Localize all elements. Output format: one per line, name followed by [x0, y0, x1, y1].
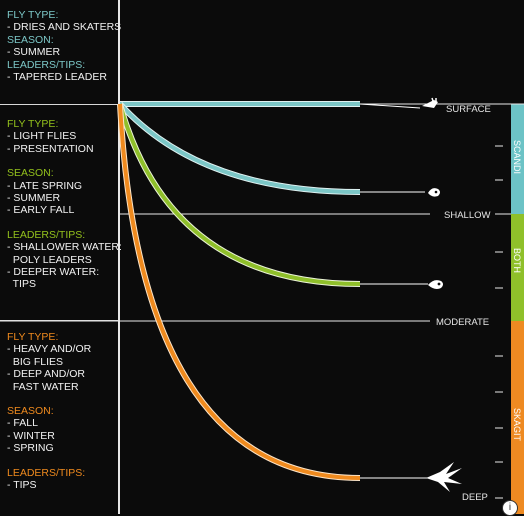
both-band-label: BOTH: [512, 248, 522, 273]
section-heading: SEASON:: [7, 405, 54, 418]
section-item: BIG FLIES: [7, 355, 64, 368]
scandi-band: [511, 104, 524, 214]
section-item: FAST WATER: [7, 380, 79, 393]
section-item: - LIGHT FLIES: [7, 130, 77, 143]
surface-line-info: FLY TYPE: - DRIES AND SKATERS SEASON: - SUM…: [7, 9, 121, 83]
presentation-fly-icon: [428, 280, 443, 289]
moderate-line: [117, 103, 428, 287]
rod-tip-axis: [118, 0, 120, 514]
section-item: - EARLY FALL: [7, 204, 75, 217]
section-heading: SEASON:: [7, 33, 54, 46]
shallow-moderate-line-info: FLY TYPE: - LIGHT FLIES - PRESENTATION SEAS…: [7, 118, 122, 291]
both-band: [511, 214, 524, 321]
section-heading: SEASON:: [7, 167, 54, 180]
section-item: - SHALLOWER WATER:: [7, 241, 122, 254]
section-item: - FALL: [7, 417, 38, 430]
section-heading: FLY TYPE:: [7, 331, 59, 343]
section-item: - PRESENTATION: [7, 142, 94, 155]
section-heading: LEADERS/TIPS:: [7, 466, 86, 479]
moderate-label: MODERATE: [436, 317, 489, 328]
section-item: - DRIES AND SKATERS: [7, 21, 122, 34]
section-item: - DEEP AND/OR: [7, 368, 85, 381]
deep-line-info: FLY TYPE: - HEAVY AND/OR BIG FLIES - DEEP …: [7, 331, 91, 491]
info-circle-icon[interactable]: i: [502, 500, 518, 516]
deep-line: [117, 103, 430, 481]
depth-ticks: [495, 145, 511, 499]
light-fly-icon: [428, 188, 440, 197]
skagit-band-label: SKAGIT: [512, 408, 522, 442]
shallow-label: SHALLOW: [444, 210, 490, 221]
dry-fly-icon: [422, 97, 438, 108]
section-heading: LEADERS/TIPS:: [7, 58, 86, 71]
section-item: - SUMMER: [7, 192, 61, 205]
section-item: - LATE SPRING: [7, 179, 83, 192]
section-item: TIPS: [7, 278, 36, 291]
section-item: - TAPERED LEADER: [7, 71, 107, 84]
section-item: - SPRING: [7, 442, 54, 455]
panel-divider: [0, 104, 118, 105]
line-guide-panel: FLY TYPE: - DRIES AND SKATERS SEASON: - SUM…: [0, 0, 122, 514]
surface-line: [120, 101, 421, 109]
section-item: - HEAVY AND/OR: [7, 343, 92, 356]
deep-label: DEEP: [462, 492, 488, 503]
section-heading: LEADERS/TIPS:: [7, 228, 86, 241]
section-item: - TIPS: [7, 479, 37, 492]
skagit-band: [511, 321, 524, 514]
big-streamer-fly-icon: [426, 462, 462, 492]
section-item: POLY LEADERS: [7, 253, 92, 266]
shallow-line: [117, 101, 425, 195]
section-heading: FLY TYPE:: [7, 9, 59, 21]
section-item: - DEEPER WATER:: [7, 266, 100, 279]
section-item: - WINTER: [7, 429, 55, 442]
top-band: [511, 0, 524, 104]
scandi-band-label: SCANDI: [512, 140, 522, 174]
section-heading: FLY TYPE:: [7, 118, 59, 130]
surface-label: SURFACE: [446, 104, 491, 115]
section-item: - SUMMER: [7, 46, 61, 59]
